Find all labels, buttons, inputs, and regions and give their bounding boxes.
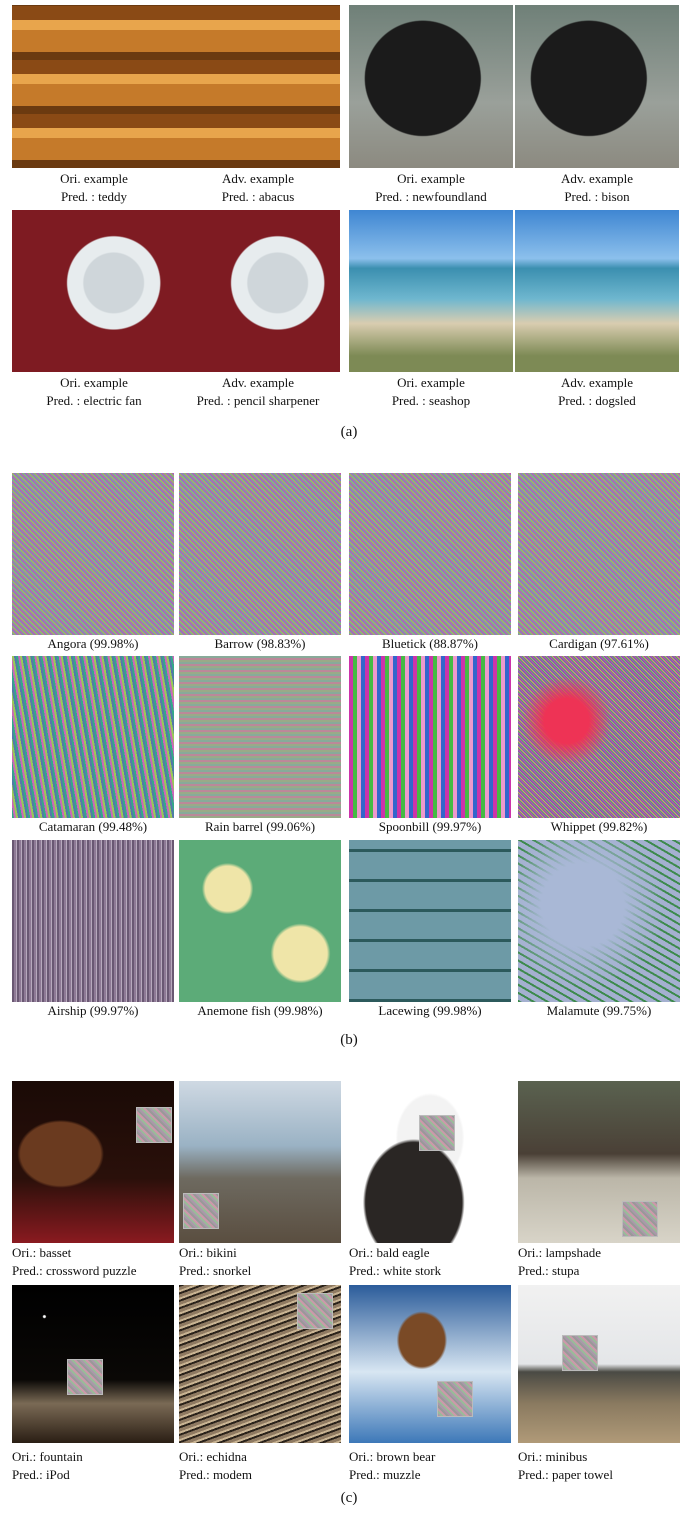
panel-caption: (b) xyxy=(340,1032,358,1048)
image-prediction: Pred. : newfoundland xyxy=(375,189,487,204)
pattern-image xyxy=(349,840,511,1002)
patched-image xyxy=(349,1081,511,1243)
patched-image xyxy=(518,1285,680,1443)
original-label: Ori.: minibus xyxy=(518,1449,588,1464)
patched-image xyxy=(518,1081,680,1243)
adversarial-patch xyxy=(136,1107,172,1143)
adversarial-patch xyxy=(183,1193,219,1229)
pattern-label: Anemone fish (99.98%) xyxy=(197,1003,323,1018)
adversarial-patch xyxy=(562,1335,598,1371)
pattern-label: Bluetick (88.87%) xyxy=(381,636,479,651)
adversarial-patch xyxy=(419,1115,455,1151)
example-image xyxy=(349,210,513,372)
patched-image xyxy=(12,1081,174,1243)
image-prediction: Pred. : dogsled xyxy=(558,393,636,408)
pattern-image xyxy=(349,473,511,635)
image-label: Ori. example xyxy=(60,375,128,390)
example-image xyxy=(176,210,340,372)
patched-image xyxy=(179,1081,341,1243)
pattern-label: Spoonbill (99.97%) xyxy=(378,819,482,834)
example-image xyxy=(12,5,176,168)
pattern-image xyxy=(12,840,174,1002)
prediction-label: Pred.: crossword puzzle xyxy=(12,1263,137,1278)
prediction-label: Pred.: modem xyxy=(179,1467,252,1482)
image-prediction: Pred. : teddy xyxy=(60,189,128,204)
panel-caption: (c) xyxy=(340,1490,358,1506)
pattern-label: Barrow (98.83%) xyxy=(214,636,306,651)
pattern-image xyxy=(179,840,341,1002)
pattern-image xyxy=(179,656,341,818)
image-label: Adv. example xyxy=(221,171,295,186)
adversarial-patch xyxy=(297,1293,333,1329)
prediction-label: Pred.: muzzle xyxy=(349,1467,421,1482)
original-label: Ori.: brown bear xyxy=(349,1449,436,1464)
image-prediction: Pred. : abacus xyxy=(221,189,295,204)
image-prediction: Pred. : electric fan xyxy=(46,393,142,408)
pattern-image xyxy=(349,656,511,818)
pattern-image xyxy=(518,840,680,1002)
image-label: Adv. example xyxy=(560,375,634,390)
image-label: Ori. example xyxy=(60,171,128,186)
example-image xyxy=(515,5,679,168)
pattern-image xyxy=(518,473,680,635)
image-prediction: Pred. : pencil sharpener xyxy=(196,393,320,408)
original-label: Ori.: echidna xyxy=(179,1449,247,1464)
image-label: Ori. example xyxy=(397,375,465,390)
adversarial-patch xyxy=(437,1381,473,1417)
panel-caption: (a) xyxy=(340,424,358,440)
original-label: Ori.: fountain xyxy=(12,1449,83,1464)
prediction-label: Pred.: white stork xyxy=(349,1263,442,1278)
patched-image xyxy=(12,1285,174,1443)
pattern-label: Rain barrel (99.06%) xyxy=(204,819,316,834)
pattern-image xyxy=(12,473,174,635)
patched-image xyxy=(349,1285,511,1443)
example-image xyxy=(515,210,679,372)
example-image xyxy=(12,210,176,372)
prediction-label: Pred.: paper towel xyxy=(518,1467,613,1482)
example-image xyxy=(349,5,513,168)
pattern-image xyxy=(179,473,341,635)
image-prediction: Pred. : seashop xyxy=(391,393,471,408)
original-label: Ori.: bald eagle xyxy=(349,1245,430,1260)
pattern-label: Catamaran (99.48%) xyxy=(38,819,148,834)
prediction-label: Pred.: stupa xyxy=(518,1263,580,1278)
pattern-image xyxy=(12,656,174,818)
original-label: Ori.: lampshade xyxy=(518,1245,602,1260)
adversarial-patch xyxy=(622,1201,658,1237)
original-label: Ori.: basset xyxy=(12,1245,72,1260)
example-image xyxy=(176,5,340,168)
image-label: Ori. example xyxy=(397,171,465,186)
pattern-label: Whippet (99.82%) xyxy=(550,819,648,834)
adversarial-patch xyxy=(67,1359,103,1395)
pattern-label: Lacewing (99.98%) xyxy=(378,1003,482,1018)
pattern-label: Malamute (99.75%) xyxy=(546,1003,652,1018)
image-label: Adv. example xyxy=(560,171,634,186)
image-label: Adv. example xyxy=(221,375,295,390)
pattern-label: Angora (99.98%) xyxy=(47,636,139,651)
pattern-label: Cardigan (97.61%) xyxy=(549,636,649,651)
pattern-label: Airship (99.97%) xyxy=(47,1003,139,1018)
prediction-label: Pred.: iPod xyxy=(12,1467,70,1482)
image-prediction: Pred. : bison xyxy=(564,189,630,204)
original-label: Ori.: bikini xyxy=(179,1245,237,1260)
prediction-label: Pred.: snorkel xyxy=(179,1263,252,1278)
patched-image xyxy=(179,1285,341,1443)
pattern-image xyxy=(518,656,680,818)
